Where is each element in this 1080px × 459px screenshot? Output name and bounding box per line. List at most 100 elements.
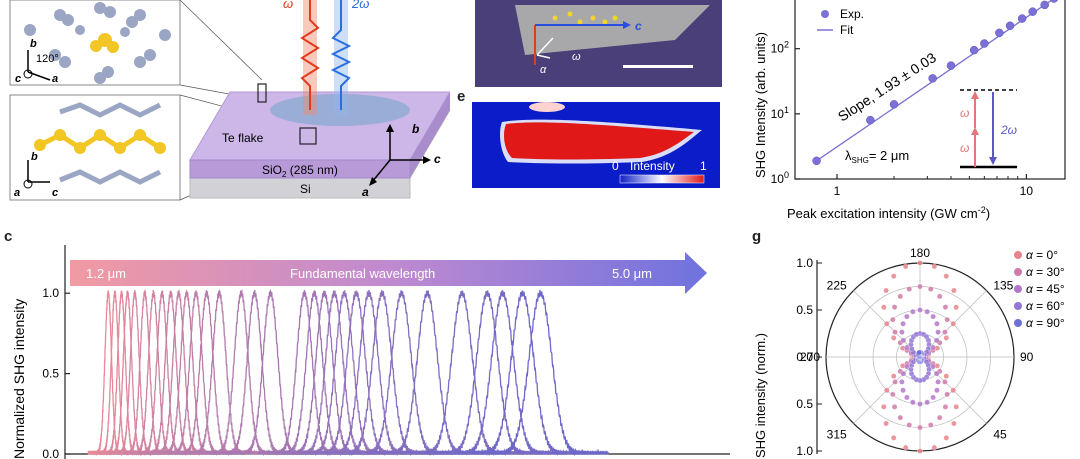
axis-a-bottom: a (14, 187, 20, 199)
inset-omega-2: ω (960, 141, 969, 155)
legend-label-g: α = 0° (1026, 248, 1058, 262)
panel-d-micrograph: c α ω (475, 0, 722, 87)
colorbar-label: Intensity (630, 159, 675, 173)
colorbar-min: 0 (612, 159, 619, 173)
arrow-start-label: 1.2 μm (86, 266, 126, 281)
angle-label-g: 90 (1020, 350, 1034, 364)
polar-point (906, 422, 912, 428)
probe-dots (552, 11, 618, 25)
data-point-f (1005, 21, 1015, 31)
polar-point (892, 379, 898, 385)
beam-in-label: ω (283, 0, 293, 11)
panel-a-schematic: b c a 120° b a c (9, 0, 450, 201)
polar-point (943, 273, 950, 279)
spectrum-peak (437, 290, 568, 456)
polar-point (944, 316, 950, 323)
polar-point (900, 321, 906, 327)
polar-point (913, 331, 920, 338)
polar-point (899, 379, 905, 385)
polar-point (951, 420, 957, 427)
legend-marker-g (1014, 251, 1022, 259)
legend-exp: Exp. (840, 7, 864, 21)
polar-point (942, 304, 949, 310)
polar-point (890, 391, 896, 398)
atom-chain-bottom (34, 102, 166, 185)
y-tick-label-f: 101 (771, 105, 789, 121)
sio2-label: SiO2 (285 nm) (262, 163, 338, 179)
polar-point (936, 293, 943, 300)
polar-point (924, 308, 930, 315)
polar-point (933, 370, 940, 377)
polar-point (935, 379, 941, 385)
polar-point (934, 321, 940, 327)
panel-letter-e: e (457, 88, 466, 105)
data-point-f (889, 100, 899, 109)
polar-point (897, 414, 904, 421)
polar-point (906, 286, 912, 292)
panel-letter-g: g (752, 228, 762, 245)
polar-point (904, 394, 910, 401)
polar-point (934, 387, 940, 393)
polar-point (884, 321, 890, 327)
arrow-label: Fundamental wavelength (290, 266, 435, 281)
polar-point (930, 313, 936, 320)
angle-label-g: 225 (827, 278, 847, 292)
spectrum-peak (257, 290, 351, 457)
angle-label-g: 270 (800, 350, 820, 364)
polar-point (910, 308, 916, 315)
y-tick-label-f: 102 (771, 40, 789, 56)
panel-letter-c: c (4, 228, 13, 245)
panel-e-map: 0 Intensity 1 (472, 102, 720, 188)
legend-label-g: α = 30° (1026, 265, 1065, 279)
radial-tick-label-g: 0.5 (796, 303, 813, 317)
data-point-f (946, 61, 956, 70)
axis-b-3d: b (412, 122, 419, 136)
polar-point (891, 304, 898, 310)
polar-point (883, 420, 889, 427)
spectrum-peak (158, 290, 234, 456)
polar-point (881, 404, 887, 410)
polar-point (931, 263, 938, 270)
axis-c-top: c (15, 73, 21, 85)
data-point-f (1050, 0, 1058, 3)
plot-frame-f (794, 0, 1066, 180)
radial-tick-label-g: 0.5 (796, 397, 813, 411)
y-tick-label-c: 0.0 (42, 447, 59, 459)
polar-point (917, 401, 923, 407)
spectrum-peak (225, 288, 316, 456)
y-tick-label-c: 0.5 (42, 367, 59, 381)
te-flake-label: Te flake (222, 131, 264, 145)
y-tick-label-c: 1.0 (42, 286, 59, 300)
polar-point (936, 414, 943, 421)
polar-point (917, 448, 923, 454)
axis-b-bottom: b (31, 151, 38, 163)
alpha-label: α (540, 64, 547, 76)
polar-point (881, 304, 887, 310)
polar-point (900, 387, 906, 393)
polar-point (928, 422, 934, 428)
polar-point (917, 283, 923, 290)
substrate (189, 83, 450, 199)
polar-point (910, 399, 916, 406)
polar-point (904, 313, 910, 320)
y-axis-label-c: Normalized SHG intensity (11, 299, 27, 459)
radial-tick-label-g: 1.0 (796, 256, 813, 270)
energy-level-inset (960, 89, 1017, 169)
legend-marker-g (1014, 268, 1022, 276)
panel-g-chart: 1.0 0.5 0.0 0.5 1.0 180 135 90 45 315 270 225 α = 0… (753, 246, 1065, 458)
legend-marker-g (1014, 285, 1022, 293)
polar-point (930, 394, 936, 401)
data-point-f (980, 39, 989, 48)
polar-point (933, 337, 940, 344)
lambda-label: λSHG= 2 μm (845, 148, 909, 165)
axis-a-top: a (52, 73, 58, 85)
polar-point (900, 370, 907, 377)
legend-label-g: α = 60° (1026, 299, 1065, 313)
angle-label-g: 45 (993, 427, 1007, 441)
polar-point (917, 424, 923, 431)
polar-point (950, 387, 956, 393)
axis-b-top: b (30, 38, 37, 50)
polar-point (917, 260, 923, 266)
radial-tick-label-g: 1.0 (796, 444, 813, 458)
polar-point (890, 273, 897, 279)
